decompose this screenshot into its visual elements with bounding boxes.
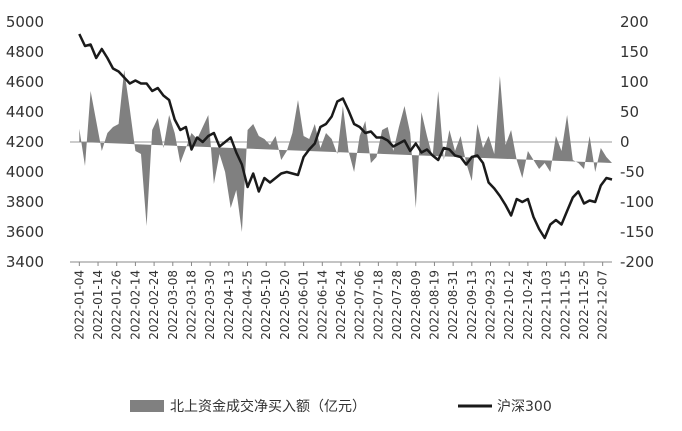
left-tick-label: 3400 bbox=[6, 253, 44, 271]
x-tick-label: 2022-10-24 bbox=[521, 270, 535, 340]
x-tick-label: 2022-08-31 bbox=[446, 270, 460, 340]
x-tick-label: 2022-06-01 bbox=[297, 270, 311, 340]
x-tick-label: 2022-12-07 bbox=[596, 270, 610, 340]
right-tick-label: -100 bbox=[620, 193, 654, 211]
x-tick-label: 2022-03-18 bbox=[184, 270, 198, 340]
x-tick-label: 2022-05-20 bbox=[278, 270, 292, 340]
x-tick-label: 2022-01-14 bbox=[91, 270, 105, 340]
right-tick-label: 100 bbox=[620, 73, 649, 91]
x-tick-label: 2022-09-23 bbox=[484, 270, 498, 340]
right-tick-label: 200 bbox=[620, 13, 649, 31]
x-tick-label: 2022-02-14 bbox=[128, 270, 142, 340]
x-tick-label: 2022-01-04 bbox=[72, 270, 86, 340]
right-tick-label: 0 bbox=[620, 133, 630, 151]
right-tick-label: -150 bbox=[620, 223, 654, 241]
legend: 北上资金成交净买入额（亿元） 沪深300 bbox=[130, 398, 552, 415]
left-axis: 3400 3600 3800 4000 4200 4400 4600 4800 5000 bbox=[6, 13, 44, 271]
left-tick-label: 4400 bbox=[6, 103, 44, 121]
plot-area bbox=[70, 33, 613, 240]
x-tick-label: 2022-03-08 bbox=[166, 270, 180, 340]
x-tick-label: 2022-07-28 bbox=[390, 270, 404, 340]
left-tick-label: 3600 bbox=[6, 223, 44, 241]
x-tick-label: 2022-11-25 bbox=[577, 270, 591, 340]
left-tick-label: 4600 bbox=[6, 73, 44, 91]
x-tick-label: 2022-01-26 bbox=[110, 270, 124, 340]
right-tick-label: 150 bbox=[620, 43, 649, 61]
x-tick-label: 2022-07-06 bbox=[353, 270, 367, 340]
x-tick-label: 2022-06-14 bbox=[315, 270, 329, 340]
right-tick-label: -200 bbox=[620, 253, 654, 271]
x-axis: 2022-01-04 2022-01-14 2022-01-26 2022-02-14… bbox=[70, 261, 612, 340]
x-tick-label: 2022-06-24 bbox=[334, 270, 348, 340]
x-tick-label: 2022-08-19 bbox=[427, 270, 441, 340]
series-hs300-line bbox=[78, 33, 613, 240]
right-axis: -200 -150 -100 -50 0 50 100 150 200 bbox=[620, 13, 654, 271]
x-tick-label: 2022-11-15 bbox=[558, 270, 572, 340]
x-tick-label: 2022-11-03 bbox=[540, 270, 554, 340]
legend-label-net-buy: 北上资金成交净买入额（亿元） bbox=[170, 398, 366, 415]
left-tick-label: 4200 bbox=[6, 133, 44, 151]
x-tick-label: 2022-04-13 bbox=[222, 270, 236, 340]
x-tick-label: 2022-03-30 bbox=[203, 270, 217, 340]
left-tick-label: 4800 bbox=[6, 43, 44, 61]
x-tick-label: 2022-02-24 bbox=[147, 270, 161, 340]
x-tick-label: 2022-09-13 bbox=[465, 270, 479, 340]
left-tick-label: 4000 bbox=[6, 163, 44, 181]
left-tick-label: 3800 bbox=[6, 193, 44, 211]
series-net-buy-area bbox=[79, 70, 613, 232]
legend-swatch-net-buy bbox=[130, 400, 164, 412]
legend-label-hs300: 沪深300 bbox=[497, 399, 552, 415]
right-tick-label: 50 bbox=[620, 103, 639, 121]
right-tick-label: -50 bbox=[620, 163, 645, 181]
x-tick-label: 2022-08-09 bbox=[409, 270, 423, 340]
x-tick-label: 2022-05-10 bbox=[259, 270, 273, 340]
x-tick-label: 2022-07-18 bbox=[371, 270, 385, 340]
x-tick-label: 2022-10-12 bbox=[502, 270, 516, 340]
x-tick-label: 2022-04-25 bbox=[241, 270, 255, 340]
left-tick-label: 5000 bbox=[6, 13, 44, 31]
